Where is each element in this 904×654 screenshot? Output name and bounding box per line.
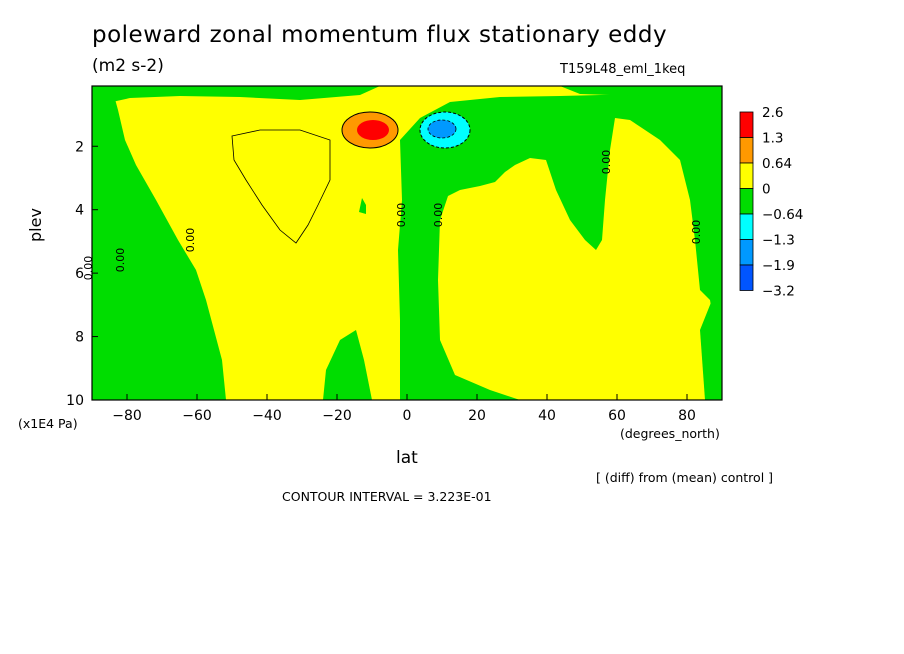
neg-region-top-band (92, 86, 380, 102)
x-tick-label: 20 (468, 408, 486, 424)
contour-interval: CONTOUR INTERVAL = 3.223E-01 (282, 489, 492, 504)
colorbar-swatch (739, 213, 754, 240)
zero-contour-label: 0.00 (690, 220, 703, 245)
zero-contour-label: 0.00 (114, 248, 127, 273)
colorbar-swatch (739, 137, 754, 164)
neg-region-equator (398, 88, 722, 400)
x-tick-label: −40 (252, 408, 282, 424)
y-tick-label: 6 (75, 266, 84, 282)
zero-contour-labels: 0.000.000.00 0.000.000.000.00 (82, 150, 703, 281)
y-tick-label: 2 (75, 139, 84, 155)
x-tick-label: 0 (403, 408, 412, 424)
neg-min-inner (428, 120, 456, 138)
chart-title: poleward zonal momentum flux stationary … (92, 22, 668, 48)
zero-contour-label: 0.00 (395, 203, 408, 228)
colorbar-label: −1.3 (762, 233, 795, 249)
zero-contour-label: 0.00 (600, 150, 613, 175)
contour-field (92, 86, 722, 400)
colorbar-label: −0.64 (762, 207, 803, 223)
y-tick-label: 4 (75, 203, 84, 219)
y-axis-ticks: 2 4 6 8 10 (66, 139, 98, 409)
x-tick-label: 80 (678, 408, 696, 424)
colorbar-swatch (739, 239, 754, 266)
neg-region-top-right (560, 86, 722, 100)
contour-line-max (341, 111, 399, 149)
zero-contour-label: 0.00 (184, 228, 197, 253)
y-tick-label: 10 (66, 393, 84, 409)
run-label: T159L48_eml_1keq (560, 62, 686, 77)
x-axis-label: lat (396, 448, 418, 468)
zero-contour-label: 0.00 (432, 203, 445, 228)
neg-region-south-mid (323, 330, 372, 400)
x-tick-label: −80 (112, 408, 142, 424)
x-tick-label: 40 (538, 408, 556, 424)
contour-line-min-inner (427, 119, 457, 139)
y-axis-unit: (x1E4 Pa) (18, 416, 78, 431)
colorbar: 2.6 1.3 0.64 0 −0.64 −1.3 −1.9 −3.2 (739, 105, 803, 300)
contour-line-pos (231, 129, 331, 244)
colorbar-label: −1.9 (762, 258, 795, 274)
x-axis-unit: (degrees_north) (620, 426, 720, 441)
diff-note: [ (diff) from (mean) control ] (596, 470, 774, 485)
colorbar-label: −3.2 (762, 284, 795, 300)
neg-region-north-pole (700, 298, 722, 400)
colorbar-swatch (739, 264, 754, 291)
colorbar-swatch (739, 188, 754, 215)
pos-max-inner (357, 120, 389, 140)
chart-units: (m2 s-2) (92, 56, 164, 76)
neg-region-south-pole (92, 86, 226, 400)
colorbar-swatch (739, 111, 754, 138)
x-axis-ticks: −80 −60 −40 −20 0 20 40 60 80 (112, 394, 696, 424)
colorbar-label: 0.64 (762, 156, 792, 172)
x-tick-label: −60 (182, 408, 212, 424)
y-tick-label: 8 (75, 330, 84, 346)
colorbar-swatch (739, 162, 754, 189)
x-tick-label: 60 (608, 408, 626, 424)
colorbar-label: 0 (762, 182, 771, 198)
contour-line-min (419, 111, 471, 149)
x-tick-label: −20 (322, 408, 352, 424)
neg-region-small (359, 198, 366, 214)
colorbar-label: 2.6 (762, 105, 783, 121)
colorbar-label: 1.3 (762, 131, 783, 147)
